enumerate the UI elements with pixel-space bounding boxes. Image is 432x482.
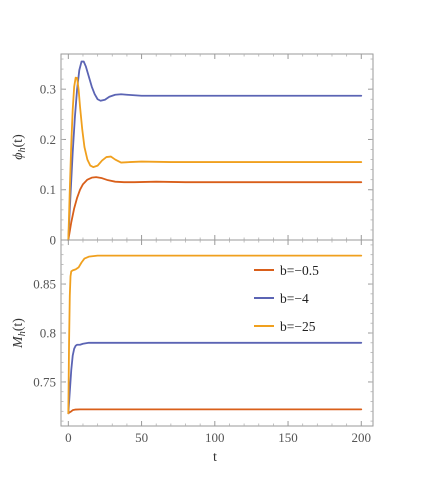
series-line-1 [67,176,363,241]
legend-label-1: b=−0.5 [280,263,319,278]
plot-frame [60,53,374,241]
y-tick-label: 0.85 [33,277,56,292]
y-axis-label: Mh(t) [11,318,28,349]
y-tick-label: 0 [50,233,57,248]
y-axis-label-tail: (t) [11,318,26,332]
y-tick-label: 0.3 [40,82,56,97]
y-axis-label-tail: (t) [11,134,26,148]
x-tick-label: 50 [135,430,148,445]
plot-frame [60,239,374,427]
y-tick-label: 0.75 [33,374,56,389]
x-tick-label: 100 [205,430,225,445]
x-tick-label: 200 [352,430,372,445]
legend-label-3: b=−25 [280,319,316,334]
y-axis-label-main: ϕ [11,152,26,159]
y-tick-label: 0.1 [40,182,56,197]
legend: b=−0.5 b=−4 b=−25 [254,263,319,334]
series-line-1 [67,408,363,415]
legend-label-2: b=−4 [280,291,309,306]
y-axis-label: ϕh(t) [11,134,28,160]
series-line-2 [67,60,363,241]
y-tick-label: 0.8 [40,326,56,341]
x-tick-label: 0 [65,430,72,445]
panel-phi: 0 0.1 0.2 0.3 ϕh(t) [11,53,374,248]
series-line-3 [67,76,363,241]
x-axis-label: t [213,450,217,465]
x-tick-label: 150 [278,430,298,445]
series-line-3 [67,254,363,415]
y-axis-label-sub: h [17,331,28,336]
y-tick-label: 0.2 [40,132,56,147]
y-axis-label-sub: h [17,147,28,152]
panel-M: 0 50 100 150 200 0.75 0.8 0.85 Mh(t) t [11,239,374,465]
series-line-2 [67,341,363,415]
y-axis-label-main: M [11,335,26,349]
